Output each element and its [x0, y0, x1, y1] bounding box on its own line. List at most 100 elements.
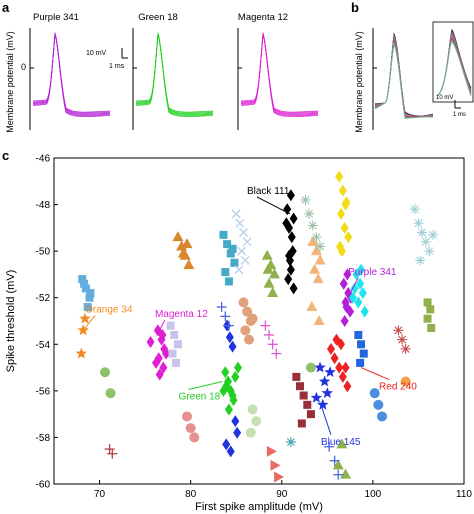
trace-title-green-18: Green 18 [138, 12, 178, 23]
x-tick-label: 110 [456, 489, 472, 500]
data-point-star [75, 347, 87, 359]
data-point-triangle [181, 238, 193, 249]
data-point-circle [247, 404, 258, 415]
spike-trace [32, 33, 111, 117]
spike-trace [240, 32, 319, 113]
data-point-asterisk [420, 236, 431, 247]
axis-ticks: 70 80 90 100 110 -46 -48 -50 -52 -54 -56 -58 -60 [36, 154, 473, 501]
panel-a-zero-tick: 0 [21, 62, 26, 72]
annotation-label: Green 18 [179, 392, 221, 403]
panel-a-ylabel: Membrane potential (mV) [5, 31, 15, 133]
annotation-arrow [82, 315, 96, 331]
data-point-asterisk [285, 437, 296, 448]
spike-trace [240, 32, 319, 115]
data-point-diamond [343, 380, 352, 393]
data-point-diamond [340, 221, 349, 234]
data-point-diamond [221, 366, 230, 379]
data-point-diamond [354, 296, 363, 309]
data-point-square [354, 330, 363, 339]
annotation-arrow [188, 381, 223, 391]
data-point-triangle [261, 249, 273, 260]
data-point-star [79, 312, 91, 324]
scalebar-v-label: 10 mV [86, 50, 107, 57]
data-point-star [314, 361, 326, 373]
annotation-label: Orange 34 [85, 304, 133, 315]
data-point-triangle [267, 287, 279, 298]
y-tick-label: -60 [36, 480, 51, 491]
data-point-triangle [314, 254, 326, 265]
data-point-diamond [287, 231, 296, 244]
x-tick-label: 90 [276, 489, 288, 500]
data-point-diamond [162, 347, 171, 360]
scatter-points [75, 170, 439, 483]
data-point-diamond [225, 331, 234, 344]
x-tick-label: 80 [185, 489, 197, 500]
data-point-square [228, 244, 237, 253]
data-point-x [240, 255, 250, 265]
data-point-triangle [312, 273, 324, 284]
data-point-diamond [342, 301, 351, 314]
data-point-triangle [183, 259, 195, 270]
data-point-diamond [360, 305, 369, 318]
data-point-triangle-right [270, 459, 281, 471]
data-point-square [306, 410, 315, 419]
data-point-triangle [262, 263, 274, 274]
data-point-square [297, 419, 306, 428]
data-point-diamond [231, 415, 240, 428]
spike-trace [32, 33, 111, 118]
data-point-plus [267, 339, 278, 350]
data-point-star [321, 387, 333, 398]
data-point-square [303, 400, 312, 409]
data-point-plus [271, 348, 282, 359]
y-tick-label: -46 [36, 154, 51, 165]
data-point-circle [377, 411, 387, 422]
data-point-circle [251, 416, 262, 427]
data-point-circle [247, 313, 258, 324]
annotation-arrow [256, 196, 291, 215]
spike-trace [135, 31, 214, 114]
spike-trace [240, 32, 319, 116]
data-point-circle [182, 411, 193, 422]
data-point-triangle [309, 263, 321, 274]
data-point-triangle [268, 268, 280, 279]
data-point-circle [185, 423, 196, 434]
data-point-diamond [337, 245, 346, 258]
data-point-diamond [356, 277, 365, 290]
data-point-asterisk [393, 325, 404, 336]
data-point-diamond [341, 198, 350, 211]
data-point-triangle [172, 231, 184, 242]
annotation-arrow [156, 319, 166, 336]
data-point-diamond [343, 268, 352, 281]
data-point-square [86, 289, 95, 298]
data-point-circle [369, 388, 380, 399]
data-point-square [219, 230, 228, 239]
data-point-square [172, 358, 181, 367]
data-point-diamond [228, 389, 237, 402]
data-point-x [237, 246, 247, 256]
data-point-plus [216, 302, 227, 313]
data-point-square [221, 268, 230, 277]
data-point-plus [220, 311, 231, 322]
annotation-arrow [320, 404, 332, 435]
y-tick-label: -56 [36, 386, 51, 397]
y-axis-label: Spike threshold (mV) [5, 270, 17, 373]
data-point-triangle [336, 438, 348, 449]
data-point-diamond [337, 338, 345, 351]
data-point-square [166, 321, 175, 330]
data-point-triangle-right [266, 445, 277, 457]
data-point-square [78, 275, 87, 284]
annotation-label: Magenta 12 [155, 309, 208, 320]
spike-trace [240, 31, 319, 114]
panel-b-label: b [351, 0, 359, 15]
data-point-diamond [146, 335, 155, 348]
overlay-trace [374, 43, 434, 119]
annotation-arrow [360, 367, 390, 381]
trace-title-magenta-12: Magenta 12 [238, 12, 288, 23]
data-point-triangle [340, 468, 352, 479]
trace-title-purple-341: Purple 341 [33, 12, 79, 23]
data-point-square [168, 349, 177, 358]
data-point-square [81, 284, 90, 293]
data-point-diamond [289, 282, 298, 295]
data-point-plus [333, 469, 344, 480]
